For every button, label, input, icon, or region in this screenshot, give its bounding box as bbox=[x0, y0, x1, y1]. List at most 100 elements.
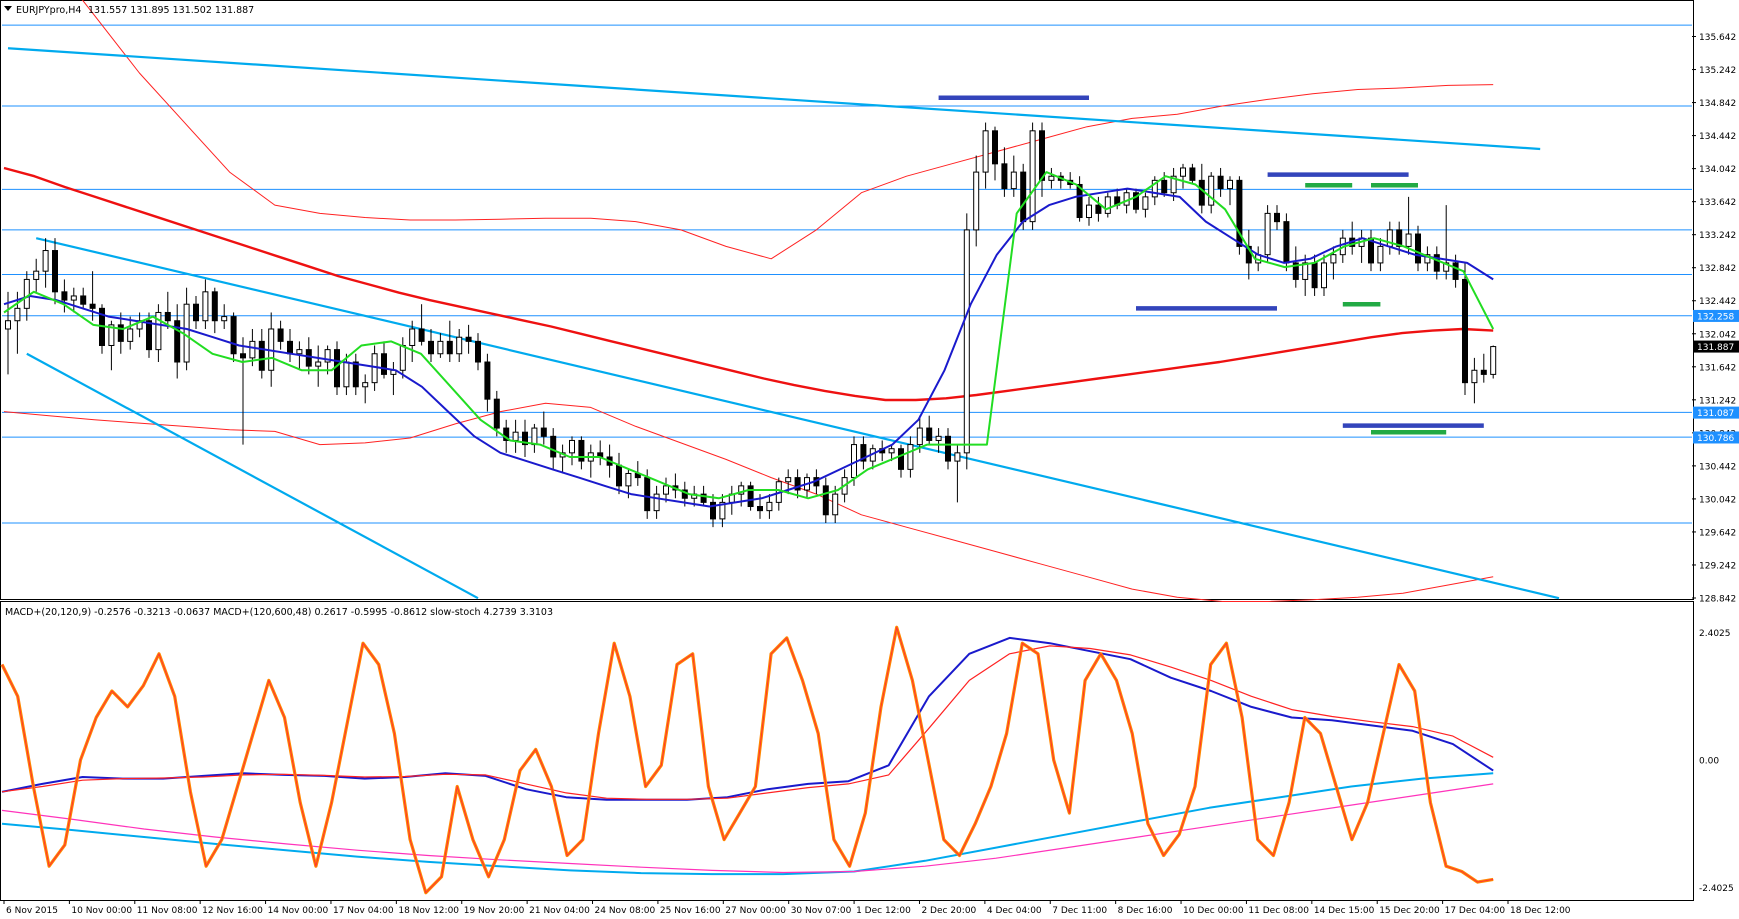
candle-body bbox=[935, 435, 942, 441]
ma-blue-line bbox=[3, 187, 1494, 508]
ma-green-line bbox=[3, 171, 1495, 500]
candle-body bbox=[954, 452, 961, 462]
header-row: EURJPYpro,H4 131.557 131.895 131.502 131… bbox=[4, 5, 254, 16]
candle-body bbox=[117, 324, 124, 342]
candle-body bbox=[437, 340, 444, 355]
candle-body bbox=[644, 477, 651, 512]
candle-body bbox=[456, 336, 463, 355]
candle-body bbox=[832, 493, 839, 516]
candle-body bbox=[258, 340, 265, 371]
time-axis-label: 21 Nov 04:00 bbox=[529, 906, 590, 916]
candle-body bbox=[89, 303, 96, 309]
candle-body bbox=[1029, 130, 1036, 223]
candle-body bbox=[155, 311, 162, 351]
candle-body bbox=[399, 344, 406, 371]
candle-body bbox=[221, 316, 228, 322]
price-axis-label: 134.442 bbox=[1699, 132, 1736, 142]
price-axis-label: 133.242 bbox=[1699, 231, 1736, 241]
price-axis-label: 132.442 bbox=[1699, 297, 1736, 307]
trend-channel-lines bbox=[7, 47, 1560, 600]
candle-body bbox=[1377, 245, 1384, 264]
price-tag-bg bbox=[1693, 309, 1739, 322]
price-tags: 132.258 131.887 131.087 130.786 bbox=[1693, 309, 1739, 444]
candle-body bbox=[14, 307, 21, 322]
candle-body bbox=[945, 435, 951, 462]
candle-body bbox=[963, 229, 970, 454]
candle-body bbox=[5, 320, 11, 330]
candle-body bbox=[822, 485, 829, 516]
symbol-label: EURJPYpro,H4 bbox=[16, 5, 81, 16]
candle-body bbox=[1227, 179, 1233, 190]
moving-average-red bbox=[3, 166, 1494, 402]
candle-body bbox=[52, 250, 58, 293]
candle-body bbox=[1048, 175, 1055, 181]
candle-body bbox=[757, 506, 763, 512]
candlesticks bbox=[5, 122, 1497, 528]
candle-body bbox=[1424, 254, 1431, 264]
candle-body bbox=[1076, 183, 1083, 219]
candle-body bbox=[42, 250, 49, 272]
time-axis-label: 27 Nov 00:00 bbox=[725, 906, 786, 916]
candle-body bbox=[33, 270, 40, 280]
candle-body bbox=[1480, 369, 1487, 375]
time-axis-label: 2 Dec 20:00 bbox=[921, 906, 976, 916]
dropdown-triangle-icon[interactable] bbox=[4, 6, 12, 11]
price-tag-bg bbox=[1693, 406, 1739, 419]
indicator-line-slow_signal bbox=[1, 783, 1494, 874]
candle-body bbox=[785, 477, 792, 483]
candle-body bbox=[287, 340, 293, 355]
envelope-bottom-line bbox=[3, 402, 1494, 602]
candle-body bbox=[898, 448, 904, 470]
candle-body bbox=[324, 349, 331, 363]
time-axis-label: 11 Nov 08:00 bbox=[137, 906, 198, 916]
candle-body bbox=[1490, 346, 1497, 375]
candle-body bbox=[343, 361, 350, 388]
candle-body bbox=[616, 464, 622, 487]
candle-body bbox=[1095, 204, 1102, 214]
candle-body bbox=[418, 328, 425, 342]
candle-body bbox=[164, 311, 171, 322]
price-axis-label: 131.642 bbox=[1699, 363, 1736, 373]
indicator-line-fast_main bbox=[1, 636, 1494, 801]
time-axis-label: 12 Nov 16:00 bbox=[202, 906, 263, 916]
candle-body bbox=[428, 340, 434, 355]
candle-body bbox=[352, 361, 359, 388]
candle-body bbox=[710, 501, 716, 520]
price-axis-label: 130.042 bbox=[1699, 495, 1736, 505]
time-axis-label: 4 Dec 04:00 bbox=[987, 906, 1042, 916]
indicator-axis: 2.4025 0.00 -2.4025 bbox=[1699, 629, 1734, 894]
channel-line bbox=[35, 237, 1560, 600]
candle-body bbox=[1198, 179, 1205, 206]
candle-body bbox=[1264, 212, 1271, 256]
candle-body bbox=[371, 353, 378, 384]
candle-body bbox=[211, 291, 218, 322]
candle-body bbox=[1208, 175, 1215, 206]
candle-body bbox=[174, 320, 181, 363]
price-tag-label: 132.258 bbox=[1697, 312, 1734, 322]
candle-body bbox=[362, 382, 369, 388]
candle-body bbox=[992, 130, 998, 165]
indicator-panel-frame bbox=[0, 601, 1694, 901]
candle-body bbox=[747, 485, 754, 508]
ohlc-values: 131.557 131.895 131.502 131.887 bbox=[88, 5, 254, 16]
candle-body bbox=[475, 340, 481, 363]
candle-body bbox=[531, 427, 538, 446]
support-resistance-segments bbox=[938, 95, 1484, 435]
time-axis-label: 17 Nov 04:00 bbox=[333, 906, 394, 916]
price-tag-label: 131.887 bbox=[1697, 343, 1734, 353]
time-axis-label: 6 Nov 2015 bbox=[6, 906, 58, 916]
candle-body bbox=[1020, 171, 1027, 223]
candle-body bbox=[381, 353, 387, 375]
time-axis-label: 10 Dec 00:00 bbox=[1183, 906, 1244, 916]
candle-body bbox=[493, 398, 500, 429]
candle-body bbox=[1415, 233, 1421, 264]
time-axis-label: 30 Nov 07:00 bbox=[791, 906, 852, 916]
candle-body bbox=[982, 130, 989, 173]
price-axis-label: 130.442 bbox=[1699, 462, 1736, 472]
candle-body bbox=[230, 316, 237, 355]
price-axis-label: 133.642 bbox=[1699, 198, 1736, 208]
candle-body bbox=[503, 427, 510, 441]
indicator-axis-label: -2.4025 bbox=[1699, 884, 1734, 894]
